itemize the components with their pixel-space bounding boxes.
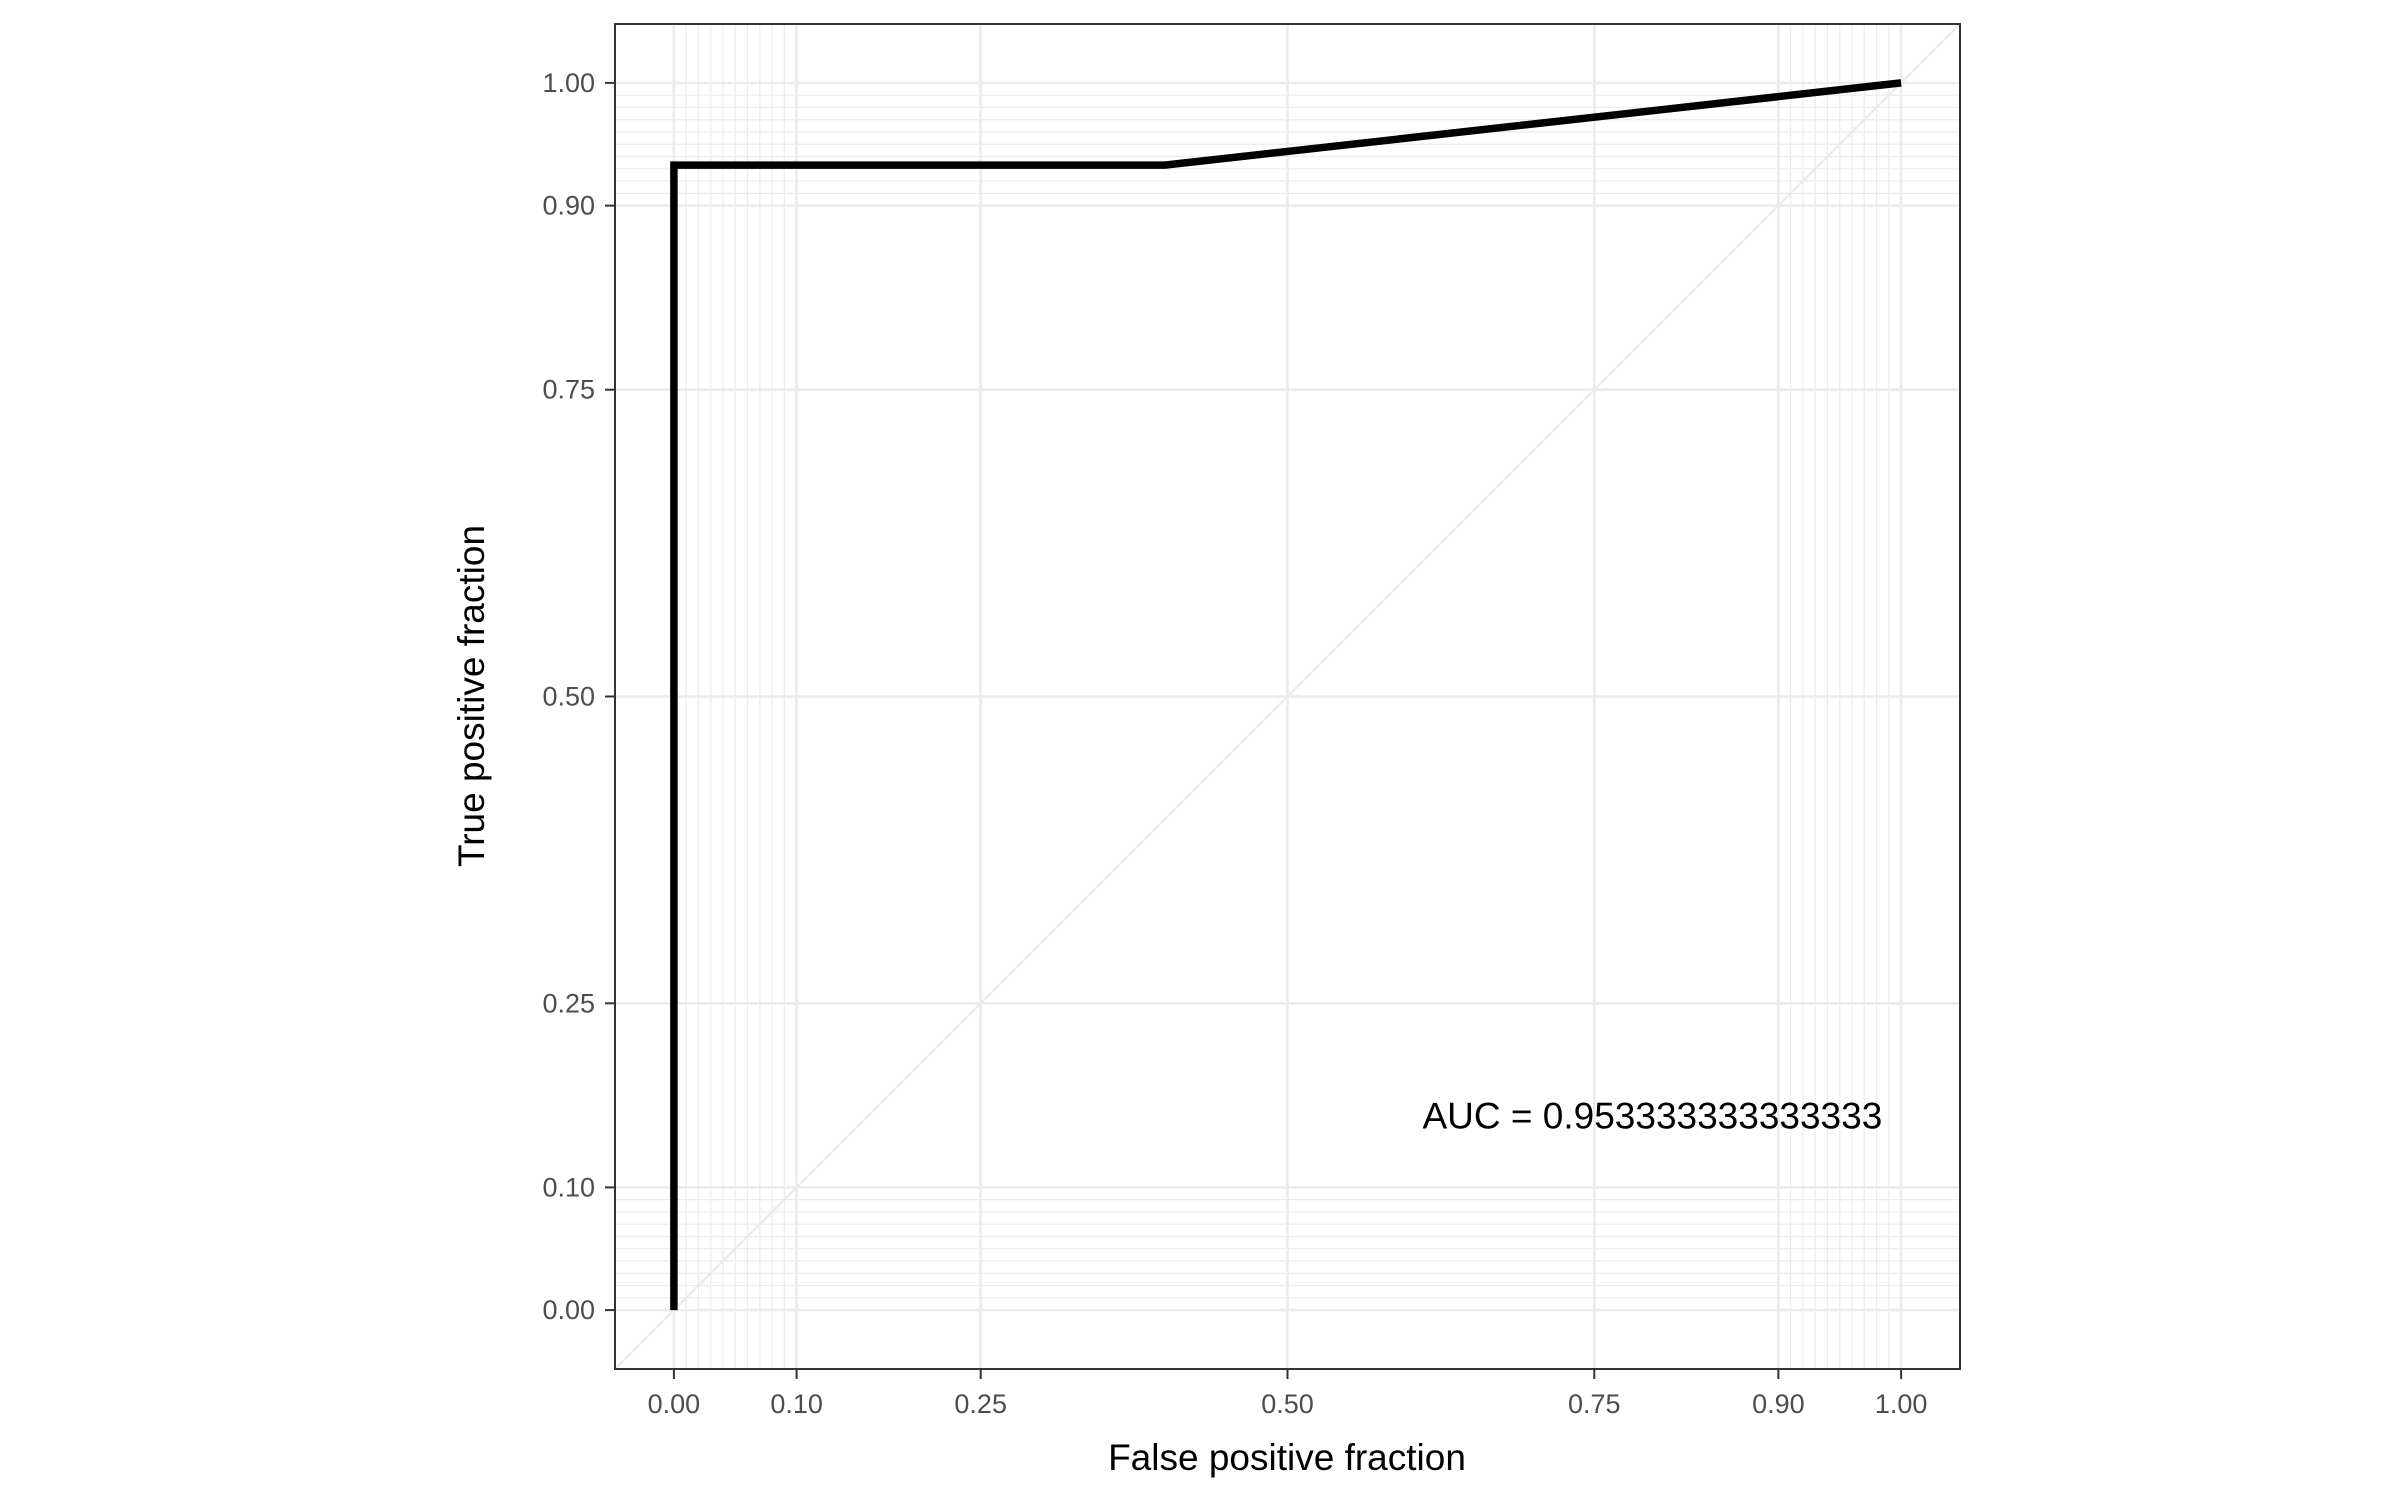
reference-diagonal [615,24,1960,1369]
y-tick-label: 0.90 [542,191,595,221]
y-tick-label: 0.10 [542,1172,595,1202]
auc-annotation: AUC = 0.953333333333333 [1422,1095,1882,1136]
y-axis-ticks: 0.00 0.10 0.25 0.50 0.75 0.90 1.00 [542,68,615,1325]
x-axis-title: False positive fraction [1108,1437,1466,1478]
y-tick-label: 0.75 [542,375,595,405]
x-tick-label: 0.50 [1261,1389,1314,1419]
x-tick-label: 1.00 [1875,1389,1928,1419]
y-tick-label: 0.00 [542,1295,595,1325]
annotations: AUC = 0.953333333333333 [1422,1095,1882,1136]
roc-curves [670,79,1902,1311]
y-tick-label: 0.25 [542,988,595,1018]
x-tick-label: 0.90 [1752,1389,1805,1419]
x-tick-label: 0.75 [1568,1389,1621,1419]
y-axis-title: True positive fraction [451,525,492,867]
reference-diagonal-line [615,24,1960,1369]
roc-curve-line [670,79,1902,1311]
x-axis-ticks: 0.00 0.10 0.25 0.50 0.75 0.90 1.00 [648,1369,1928,1419]
x-tick-label: 0.10 [770,1389,823,1419]
y-tick-label: 0.50 [542,682,595,712]
x-tick-label: 0.00 [648,1389,701,1419]
x-tick-label: 0.25 [954,1389,1007,1419]
y-tick-label: 1.00 [542,68,595,98]
